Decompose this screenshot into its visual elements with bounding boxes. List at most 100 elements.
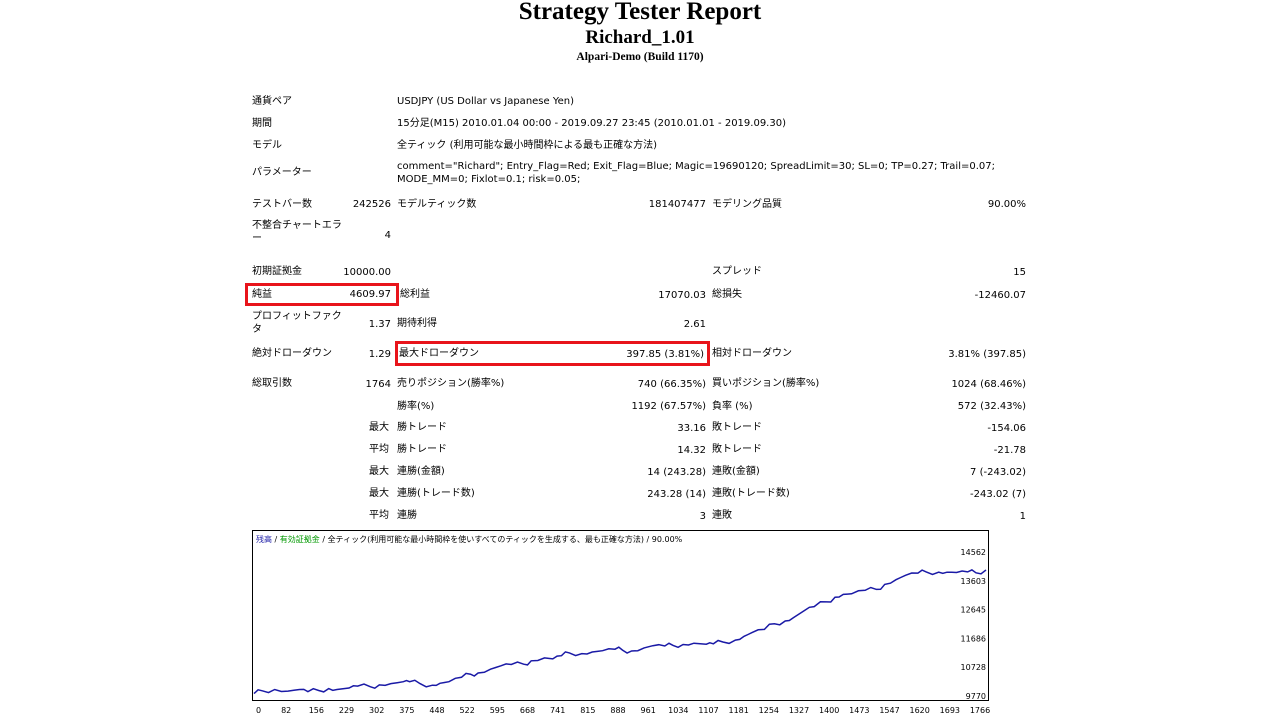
expected-payoff-label: 期待利得 <box>397 318 437 329</box>
x-tick-label: 302 <box>369 706 384 715</box>
x-tick-label: 595 <box>490 706 505 715</box>
x-tick-label: 522 <box>460 706 475 715</box>
long-positions-value: 1024 (68.46%) <box>951 379 1026 390</box>
y-axis-ticks: 14562 13603 12645 11686 10728 9770 <box>961 548 986 701</box>
avg-cons-prefix: 平均 <box>369 510 389 521</box>
profit-factor-value: 1.37 <box>368 319 391 330</box>
avg-cons-wins-label: 連勝 <box>397 510 417 521</box>
gross-loss-value: -12460.07 <box>974 290 1026 301</box>
x-tick-label: 961 <box>641 706 656 715</box>
legend-sep-3: / <box>644 535 652 544</box>
mismatch-label: 不整合チャートエラー <box>252 220 342 244</box>
x-tick-label: 1693 <box>940 706 960 715</box>
deposit-label: 初期証拠金 <box>252 266 302 277</box>
report-title: Strategy Tester Report <box>518 0 762 25</box>
avg-loss-label: 敗トレード <box>712 444 762 455</box>
max-cons-profit-label: 連勝(トレード数) <box>397 488 475 499</box>
spread-label: スプレッド <box>712 266 762 277</box>
max-cons-loss-value: -243.02 (7) <box>970 489 1026 500</box>
y-tick-label: 9770 <box>966 692 986 701</box>
avg-cons-wins-value: 3 <box>699 511 706 522</box>
x-tick-label: 1254 <box>759 706 779 715</box>
period-label: 期間 <box>252 118 272 129</box>
win-trades-value: 1192 (67.57%) <box>631 401 706 412</box>
chart-legend: 残高 / 有効証拠金 / 全ティック(利用可能な最小時間枠を使いすべてのティック… <box>256 534 683 544</box>
net-profit-highlight <box>245 283 399 306</box>
x-tick-label: 1034 <box>668 706 688 715</box>
max-cons-wins-value: 14 (243.28) <box>647 467 706 478</box>
x-tick-label: 375 <box>399 706 414 715</box>
x-tick-label: 0 <box>256 706 261 715</box>
y-tick-label: 14562 <box>961 548 986 557</box>
symbol-value: USDJPY (US Dollar vs Japanese Yen) <box>397 96 575 107</box>
x-tick-label: 815 <box>580 706 595 715</box>
x-tick-label: 741 <box>550 706 565 715</box>
largest-win-label: 勝トレード <box>397 422 447 433</box>
largest-win-value: 33.16 <box>677 423 706 434</box>
loss-trades-label: 負率 (%) <box>712 401 753 412</box>
profit-factor-label: プロフィットファクタ <box>252 311 342 335</box>
loss-trades-value: 572 (32.43%) <box>957 401 1026 412</box>
y-tick-label: 11686 <box>961 634 986 643</box>
legend-model: 全ティック(利用可能な最小時間枠を使いすべてのティックを生成する、最も正確な方法… <box>328 534 644 544</box>
gross-profit-label: 総利益 <box>400 289 430 300</box>
ticks-label: モデルティック数 <box>397 199 477 210</box>
max-cons-wins-label: 連勝(金額) <box>397 466 445 477</box>
expected-payoff-value: 2.61 <box>683 319 706 330</box>
avg-cons-losses-value: 1 <box>1019 511 1026 522</box>
x-tick-label: 156 <box>309 706 324 715</box>
max-cons-profit-value: 243.28 (14) <box>647 489 706 500</box>
largest-loss-value: -154.06 <box>987 423 1026 434</box>
server-build: Alpari-Demo (Build 1170) <box>576 51 704 63</box>
gross-loss-label: 総損失 <box>712 289 742 300</box>
balance-line <box>253 569 987 695</box>
quality-value: 90.00% <box>987 199 1026 210</box>
average-prefix: 平均 <box>369 444 389 455</box>
max-cons-losses-value: 7 (-243.02) <box>970 467 1026 478</box>
largest-loss-label: 敗トレード <box>712 422 762 433</box>
ticks-value: 181407477 <box>648 199 706 210</box>
model-value: 全ティック (利用可能な最小時間枠による最も正確な方法) <box>397 140 658 151</box>
net-profit-label: 純益 <box>252 289 272 300</box>
total-trades-label: 総取引数 <box>252 378 292 389</box>
x-tick-label: 1181 <box>728 706 748 715</box>
avg-cons-losses-label: 連敗 <box>712 510 732 521</box>
x-tick-label: 229 <box>339 706 354 715</box>
x-tick-label: 1766 <box>970 706 990 715</box>
rel-drawdown-label: 相対ドローダウン <box>712 348 792 359</box>
mismatch-value: 4 <box>384 230 391 241</box>
avg-win-value: 14.32 <box>677 445 706 456</box>
x-tick-label: 82 <box>281 706 291 715</box>
max-drawdown-highlight <box>395 341 710 366</box>
y-tick-label: 13603 <box>961 577 986 586</box>
abs-drawdown-value: 1.29 <box>368 349 391 360</box>
net-profit-value: 4609.97 <box>349 289 391 300</box>
win-trades-label: 勝率(%) <box>397 401 435 412</box>
x-tick-label: 1473 <box>849 706 869 715</box>
x-axis-ticks: 0 82 156 229 302 375 448 522 595 668 741 815 888 961 1… <box>256 706 990 715</box>
rel-drawdown-value: 3.81% (397.85) <box>948 349 1026 360</box>
x-tick-label: 668 <box>520 706 535 715</box>
max-cons-loss-label: 連敗(トレード数) <box>712 488 790 499</box>
avg-win-label: 勝トレード <box>397 444 447 455</box>
y-tick-label: 12645 <box>961 606 986 615</box>
bars-label: テストバー数 <box>252 199 312 210</box>
max-cons-count-prefix: 最大 <box>369 488 389 499</box>
largest-prefix: 最大 <box>369 422 389 433</box>
max-cons-losses-label: 連敗(金額) <box>712 466 760 477</box>
x-tick-label: 1327 <box>789 706 809 715</box>
total-trades-value: 1764 <box>365 379 391 390</box>
x-tick-label: 1620 <box>909 706 929 715</box>
legend-equity: 有効証拠金 <box>280 534 320 544</box>
symbol-label: 通貨ペア <box>252 96 292 107</box>
legend-quality: 90.00% <box>652 535 683 544</box>
parameters-label: パラメーター <box>252 167 312 178</box>
long-positions-label: 買いポジション(勝率%) <box>712 378 820 389</box>
parameters-value: comment="Richard"; Entry_Flag=Red; Exit_… <box>397 161 995 185</box>
legend-sep-1: / <box>272 535 280 544</box>
y-tick-label: 10728 <box>961 663 986 672</box>
x-tick-label: 1547 <box>879 706 899 715</box>
legend-sep-2: / <box>320 535 328 544</box>
x-tick-label: 1400 <box>819 706 839 715</box>
x-tick-label: 1107 <box>698 706 718 715</box>
